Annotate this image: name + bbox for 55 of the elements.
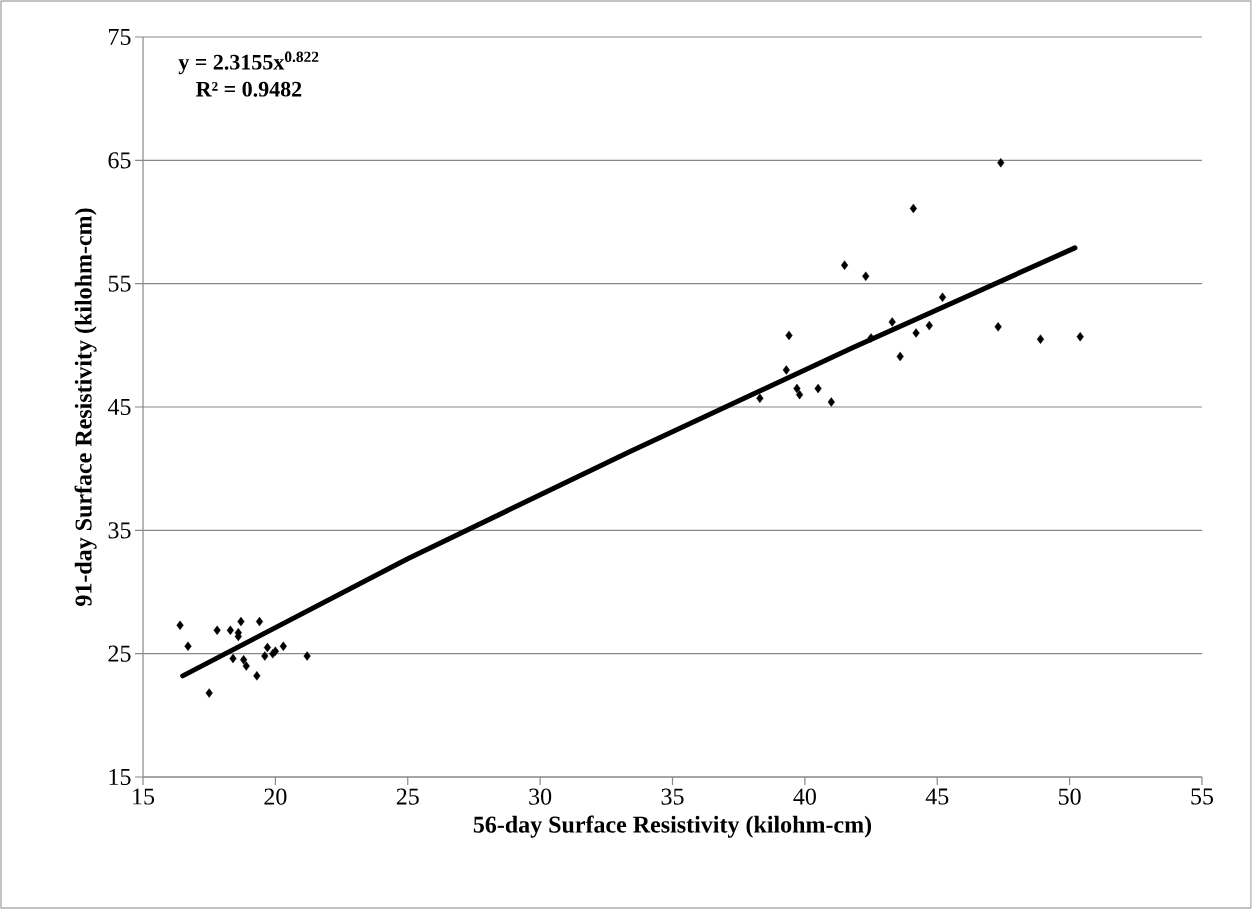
point: [793, 383, 801, 394]
point: [938, 292, 947, 302]
y-axis-title: 91-day Surface Resistivity (kilohm-cm): [74, 208, 97, 606]
point: [867, 333, 875, 343]
point: [862, 271, 870, 281]
y-tick-label: 35: [108, 522, 131, 539]
y-tick-label: 75: [109, 29, 131, 45]
point: [925, 320, 933, 331]
point: [888, 317, 896, 327]
x-tick-label: 15: [133, 788, 155, 805]
point: [994, 322, 1002, 332]
point: [184, 641, 192, 651]
point: [785, 330, 793, 341]
point: [205, 688, 213, 698]
point: [263, 642, 272, 653]
annotation: y = 2.3155x$^{0.822}$: [178, 51, 319, 75]
point: [782, 365, 790, 375]
y-tick-label: 45: [107, 398, 131, 415]
point: [1036, 334, 1045, 344]
point: [841, 260, 849, 270]
point: [912, 328, 920, 338]
point: [213, 625, 221, 635]
y-tick-label: 25: [108, 645, 131, 662]
y-tick-label: 15: [109, 768, 131, 786]
x-tick-label: 55: [1191, 788, 1214, 805]
x-tick-label: 50: [1058, 788, 1081, 805]
x-tick-label: 40: [793, 788, 816, 805]
point: [229, 653, 237, 664]
point: [253, 671, 261, 681]
point: [226, 625, 234, 635]
annotation: R² = 0.9482: [196, 81, 302, 97]
point: [997, 158, 1005, 168]
x-tick-label: 45: [925, 788, 949, 805]
point: [176, 620, 184, 630]
point: [814, 383, 822, 394]
y-tick-label: 65: [108, 152, 131, 169]
x-tick-label: 30: [529, 788, 552, 805]
point: [1076, 331, 1084, 342]
point: [756, 393, 764, 404]
x-tick-label: 25: [396, 788, 419, 805]
point: [909, 203, 917, 214]
point: [255, 616, 264, 627]
x-tick-label: 20: [264, 788, 287, 805]
x-tick-label: 35: [661, 788, 684, 805]
point: [279, 641, 287, 651]
point: [795, 389, 804, 400]
point: [240, 655, 248, 665]
point: [261, 651, 269, 661]
point: [896, 351, 904, 362]
point: [303, 651, 311, 661]
point: [237, 616, 245, 627]
y-tick-label: 55: [108, 275, 131, 292]
point: [242, 661, 250, 671]
x-axis-title: 56-day Surface Resistivity (kilohm-cm): [473, 815, 872, 838]
point: [827, 397, 835, 407]
